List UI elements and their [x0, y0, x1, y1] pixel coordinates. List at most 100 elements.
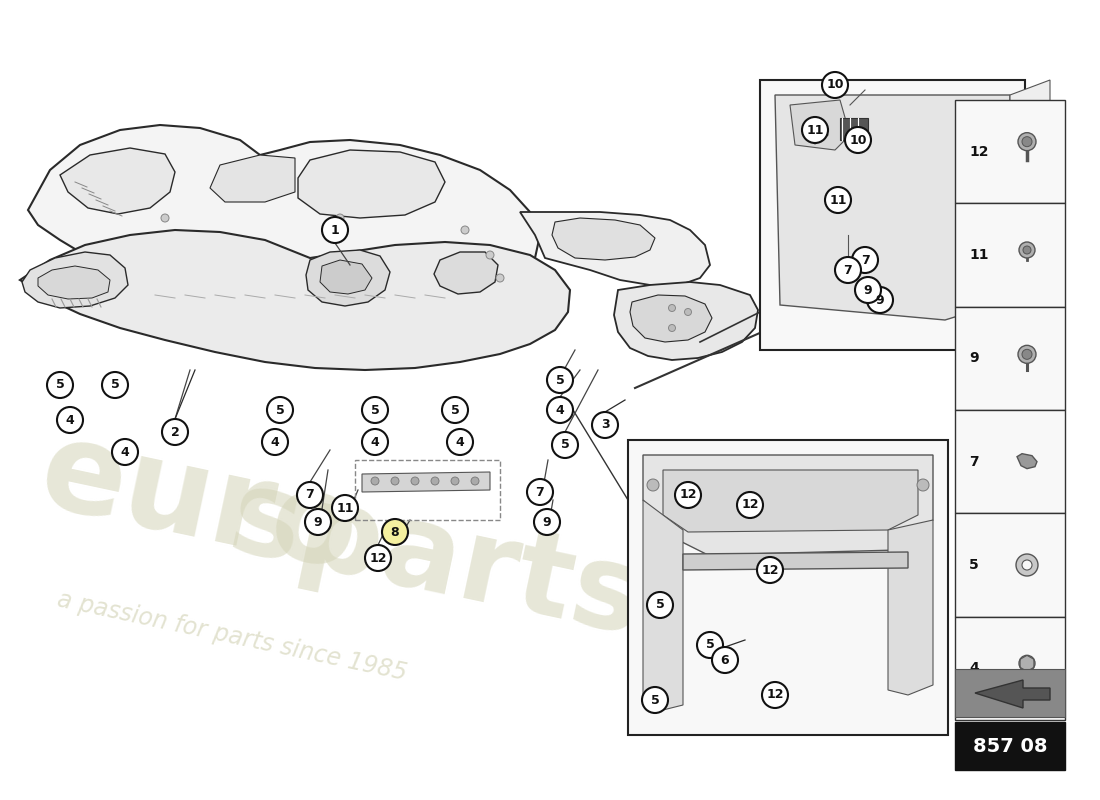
Text: a passion for parts since 1985: a passion for parts since 1985	[55, 587, 409, 685]
Polygon shape	[888, 520, 933, 695]
Text: 5: 5	[656, 598, 664, 611]
Circle shape	[1031, 136, 1040, 144]
Circle shape	[1022, 560, 1032, 570]
Bar	[955, 203, 1065, 306]
Polygon shape	[28, 125, 540, 312]
Circle shape	[852, 247, 878, 273]
Polygon shape	[20, 230, 570, 370]
Circle shape	[162, 419, 188, 445]
Circle shape	[917, 479, 930, 491]
Text: 12: 12	[680, 489, 696, 502]
Polygon shape	[614, 282, 758, 360]
Text: 10: 10	[826, 78, 844, 91]
Bar	[955, 100, 1065, 203]
Polygon shape	[552, 218, 654, 260]
Circle shape	[461, 226, 469, 234]
Circle shape	[297, 482, 323, 508]
Text: 5: 5	[276, 403, 285, 417]
Text: 3: 3	[601, 418, 609, 431]
Circle shape	[496, 274, 504, 282]
Circle shape	[390, 477, 399, 485]
Circle shape	[322, 217, 348, 243]
Polygon shape	[210, 155, 295, 202]
Text: 7: 7	[536, 486, 544, 498]
Circle shape	[669, 305, 675, 311]
Text: 12: 12	[969, 145, 989, 158]
Text: 1: 1	[331, 223, 340, 237]
Text: 11: 11	[829, 194, 847, 206]
Circle shape	[1023, 246, 1031, 254]
Circle shape	[362, 429, 388, 455]
Circle shape	[1018, 346, 1036, 363]
Circle shape	[305, 509, 331, 535]
Circle shape	[1019, 655, 1035, 671]
Polygon shape	[1018, 454, 1037, 469]
Text: 11: 11	[969, 248, 989, 262]
Circle shape	[411, 477, 419, 485]
Circle shape	[1019, 242, 1035, 258]
Bar	[955, 722, 1065, 770]
Polygon shape	[362, 472, 490, 492]
Circle shape	[486, 251, 494, 259]
Circle shape	[822, 72, 848, 98]
Bar	[628, 440, 948, 735]
Circle shape	[365, 545, 390, 571]
Text: 5: 5	[561, 438, 570, 451]
Polygon shape	[644, 455, 933, 555]
Text: 8: 8	[390, 526, 399, 538]
Text: 5: 5	[56, 378, 65, 391]
Polygon shape	[298, 150, 446, 218]
Circle shape	[592, 412, 618, 438]
Circle shape	[362, 397, 388, 423]
Text: 4: 4	[969, 662, 979, 675]
Circle shape	[442, 397, 468, 423]
Text: sparts: sparts	[220, 460, 653, 660]
Circle shape	[382, 519, 408, 545]
Text: 9: 9	[314, 515, 322, 529]
Bar	[955, 514, 1065, 617]
Circle shape	[675, 482, 701, 508]
Text: 12: 12	[370, 551, 387, 565]
Text: 2: 2	[170, 426, 179, 438]
Text: 7: 7	[306, 489, 315, 502]
Text: 5: 5	[371, 403, 380, 417]
Circle shape	[1022, 350, 1032, 359]
Text: 12: 12	[741, 498, 759, 511]
Circle shape	[867, 287, 893, 313]
Circle shape	[527, 479, 553, 505]
Text: 857 08: 857 08	[972, 737, 1047, 755]
Circle shape	[447, 429, 473, 455]
Polygon shape	[320, 260, 372, 294]
Circle shape	[57, 407, 82, 433]
Circle shape	[762, 682, 788, 708]
Circle shape	[835, 257, 861, 283]
Text: 5: 5	[451, 403, 460, 417]
Circle shape	[336, 214, 344, 222]
Text: 9: 9	[542, 515, 551, 529]
Circle shape	[684, 309, 692, 315]
Polygon shape	[306, 250, 390, 306]
Circle shape	[332, 495, 358, 521]
Text: 5: 5	[650, 694, 659, 706]
Text: 7: 7	[969, 454, 979, 469]
Text: 7: 7	[860, 254, 869, 266]
Circle shape	[642, 687, 668, 713]
Circle shape	[547, 367, 573, 393]
Bar	[955, 669, 1065, 717]
Circle shape	[267, 397, 293, 423]
Polygon shape	[22, 252, 128, 308]
Text: 4: 4	[271, 435, 279, 449]
Circle shape	[161, 214, 169, 222]
Circle shape	[802, 117, 828, 143]
Circle shape	[552, 432, 578, 458]
Bar	[955, 617, 1065, 720]
Polygon shape	[520, 212, 710, 285]
Bar	[760, 80, 1025, 350]
Text: 12: 12	[767, 689, 783, 702]
Polygon shape	[776, 95, 1010, 320]
Circle shape	[371, 477, 380, 485]
Circle shape	[47, 372, 73, 398]
Polygon shape	[1010, 80, 1050, 300]
Text: 12: 12	[761, 563, 779, 577]
Bar	[355, 460, 500, 520]
